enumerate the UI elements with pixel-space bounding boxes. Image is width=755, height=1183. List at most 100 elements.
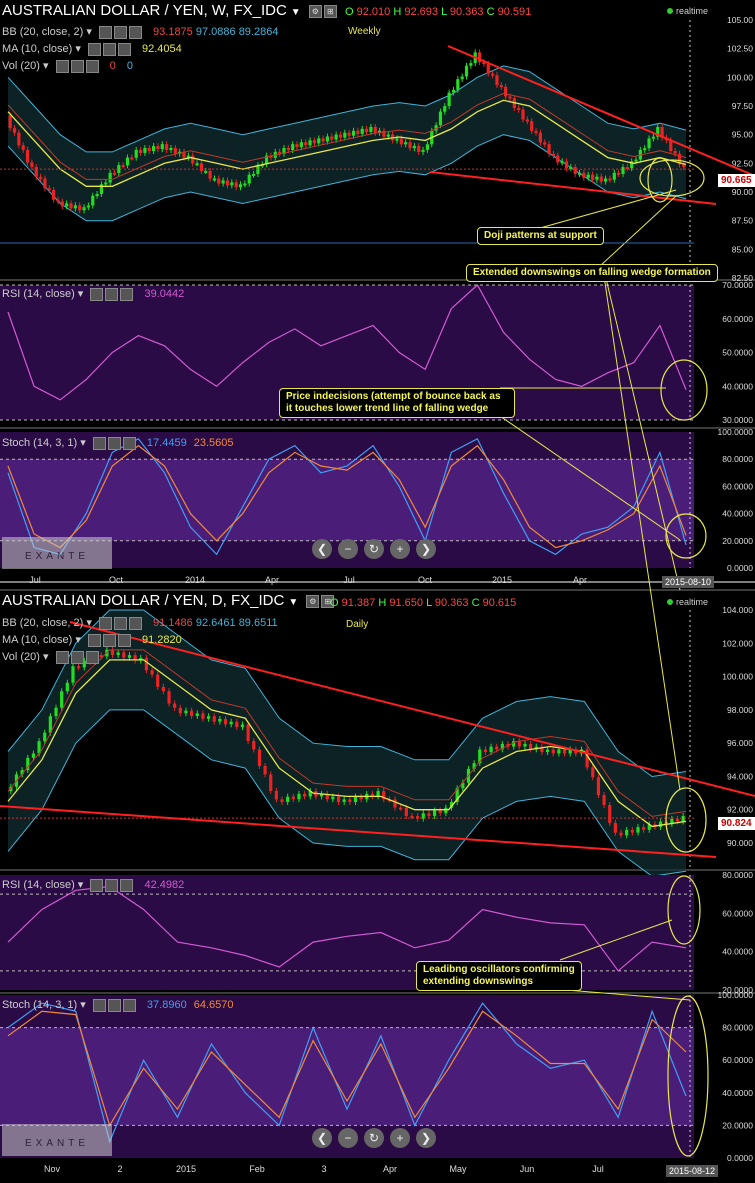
close-icon[interactable]: [122, 436, 136, 450]
wedge-lower-trendline: [0, 805, 717, 858]
settings-icon[interactable]: [98, 25, 112, 39]
settings-icon[interactable]: [98, 616, 112, 630]
close-icon[interactable]: [85, 650, 99, 664]
settings-icon[interactable]: ⚙: [308, 5, 322, 19]
zoom-in-icon[interactable]: +: [390, 1128, 410, 1148]
settings-icon[interactable]: [102, 633, 116, 647]
candle-body: [243, 183, 247, 186]
y-tick-label: 92.50: [732, 158, 754, 168]
candle-body: [630, 161, 634, 169]
close-icon[interactable]: [120, 287, 134, 301]
daily-annotation-oscillators[interactable]: Leadibng oscillators confirming extendin…: [416, 961, 582, 991]
weekly-date-tag: 2015-08-10: [662, 576, 715, 588]
candle-body: [443, 106, 447, 112]
candle-body: [377, 130, 382, 133]
settings-icon[interactable]: [90, 287, 104, 301]
compare-icon[interactable]: ⊞: [323, 5, 337, 19]
x-tick-label: 2: [117, 1164, 122, 1174]
close-icon[interactable]: [128, 25, 142, 39]
candle-body: [280, 799, 284, 803]
daily-title[interactable]: AUSTRALIAN DOLLAR / YEN, D, FX_IDC ▼ ⚙ ⊞: [2, 592, 336, 610]
compare-icon[interactable]: ⊞: [321, 595, 335, 609]
settings-icon[interactable]: [105, 287, 119, 301]
close-icon[interactable]: [117, 42, 131, 56]
candle-body: [647, 824, 651, 830]
candle-body: [147, 147, 151, 151]
chevron-down-icon[interactable]: ▼: [290, 7, 301, 18]
settings-icon[interactable]: [92, 436, 106, 450]
daily-bb-label[interactable]: BB (20, close, 2) ▾ 91.1486 92.6461 89.6…: [2, 616, 278, 630]
candle-body: [461, 782, 465, 789]
weekly-annotation-downswings[interactable]: Extended downswings on falling wedge for…: [466, 264, 718, 282]
zoom-out-icon[interactable]: −: [338, 539, 358, 559]
settings-icon[interactable]: [102, 42, 116, 56]
settings-icon[interactable]: [70, 59, 84, 73]
series-line-signal: [7, 444, 687, 549]
close-icon[interactable]: [117, 633, 131, 647]
candle-body: [263, 765, 267, 775]
candle-body: [370, 793, 375, 797]
candle-body: [517, 741, 521, 747]
daily-realtime: realtime: [667, 597, 708, 607]
scroll-right-icon[interactable]: ❯: [416, 539, 436, 559]
candle-body: [478, 749, 482, 764]
settings-icon[interactable]: [70, 650, 84, 664]
candle-body: [490, 73, 495, 76]
candle-body: [165, 144, 169, 151]
scroll-right-icon[interactable]: ❯: [416, 1128, 436, 1148]
weekly-rsi-label[interactable]: RSI (14, close) ▾ 39.0442: [2, 287, 185, 301]
candle-body: [630, 829, 634, 833]
candle-body: [545, 749, 550, 753]
weekly-annotation-doji[interactable]: Doji patterns at support: [477, 227, 604, 245]
settings-icon[interactable]: [113, 25, 127, 39]
daily-ma-label[interactable]: MA (10, close) ▾ 91.2820: [2, 633, 182, 647]
settings-icon[interactable]: [87, 42, 101, 56]
daily-nav-controls[interactable]: ❮ − ↻ + ❯: [312, 1128, 436, 1148]
weekly-vol-label[interactable]: Vol (20) ▾ 0 0: [2, 59, 133, 73]
settings-icon[interactable]: [55, 59, 69, 73]
settings-icon[interactable]: [107, 436, 121, 450]
scroll-left-icon[interactable]: ❮: [312, 539, 332, 559]
candle-body: [460, 76, 464, 80]
weekly-stoch-label[interactable]: Stoch (14, 3, 1) ▾ 17.4459 23.5605: [2, 436, 234, 450]
daily-date-tag: 2015-08-12: [666, 1165, 719, 1177]
daily-vol-label[interactable]: Vol (20) ▾: [2, 650, 101, 664]
y-tick-label: 80.0000: [722, 1023, 753, 1033]
daily-rsi-label[interactable]: RSI (14, close) ▾ 42.4982: [2, 878, 185, 892]
weekly-nav-controls[interactable]: ❮ − ↻ + ❯: [312, 539, 436, 559]
weekly-annotation-indecision[interactable]: Price indecisions (attempt of bounce bac…: [279, 388, 515, 418]
settings-icon[interactable]: [107, 998, 121, 1012]
weekly-title[interactable]: AUSTRALIAN DOLLAR / YEN, W, FX_IDC ▼ ⚙ ⊞: [2, 2, 339, 20]
settings-icon[interactable]: [92, 998, 106, 1012]
candle-body: [20, 770, 24, 775]
candle-body: [523, 743, 527, 747]
settings-icon[interactable]: [87, 633, 101, 647]
close-icon[interactable]: [85, 59, 99, 73]
candle-body: [65, 682, 69, 692]
settings-icon[interactable]: [113, 616, 127, 630]
weekly-bb-label[interactable]: BB (20, close, 2) ▾ 93.1875 97.0886 89.2…: [2, 25, 279, 39]
candle-body: [30, 162, 34, 168]
scroll-left-icon[interactable]: ❮: [312, 1128, 332, 1148]
candle-body: [43, 732, 47, 742]
reset-icon[interactable]: ↻: [364, 1128, 384, 1148]
settings-icon[interactable]: ⚙: [306, 595, 320, 609]
close-icon[interactable]: [122, 998, 136, 1012]
zoom-out-icon[interactable]: −: [338, 1128, 358, 1148]
candle-body: [291, 144, 295, 151]
candle-body: [156, 146, 160, 150]
close-icon[interactable]: [120, 878, 134, 892]
reset-icon[interactable]: ↻: [364, 539, 384, 559]
close-icon[interactable]: [128, 616, 142, 630]
settings-icon[interactable]: [90, 878, 104, 892]
chevron-down-icon[interactable]: ▼: [288, 597, 299, 608]
settings-icon[interactable]: [55, 650, 69, 664]
settings-icon[interactable]: [105, 878, 119, 892]
candle-body: [56, 199, 60, 202]
daily-stoch-label[interactable]: Stoch (14, 3, 1) ▾ 37.8960 64.6570: [2, 998, 234, 1012]
candle-body: [17, 132, 21, 146]
weekly-ma-label[interactable]: MA (10, close) ▾ 92.4054: [2, 42, 182, 56]
zoom-in-icon[interactable]: +: [390, 539, 410, 559]
series-line-primary: [7, 437, 687, 556]
